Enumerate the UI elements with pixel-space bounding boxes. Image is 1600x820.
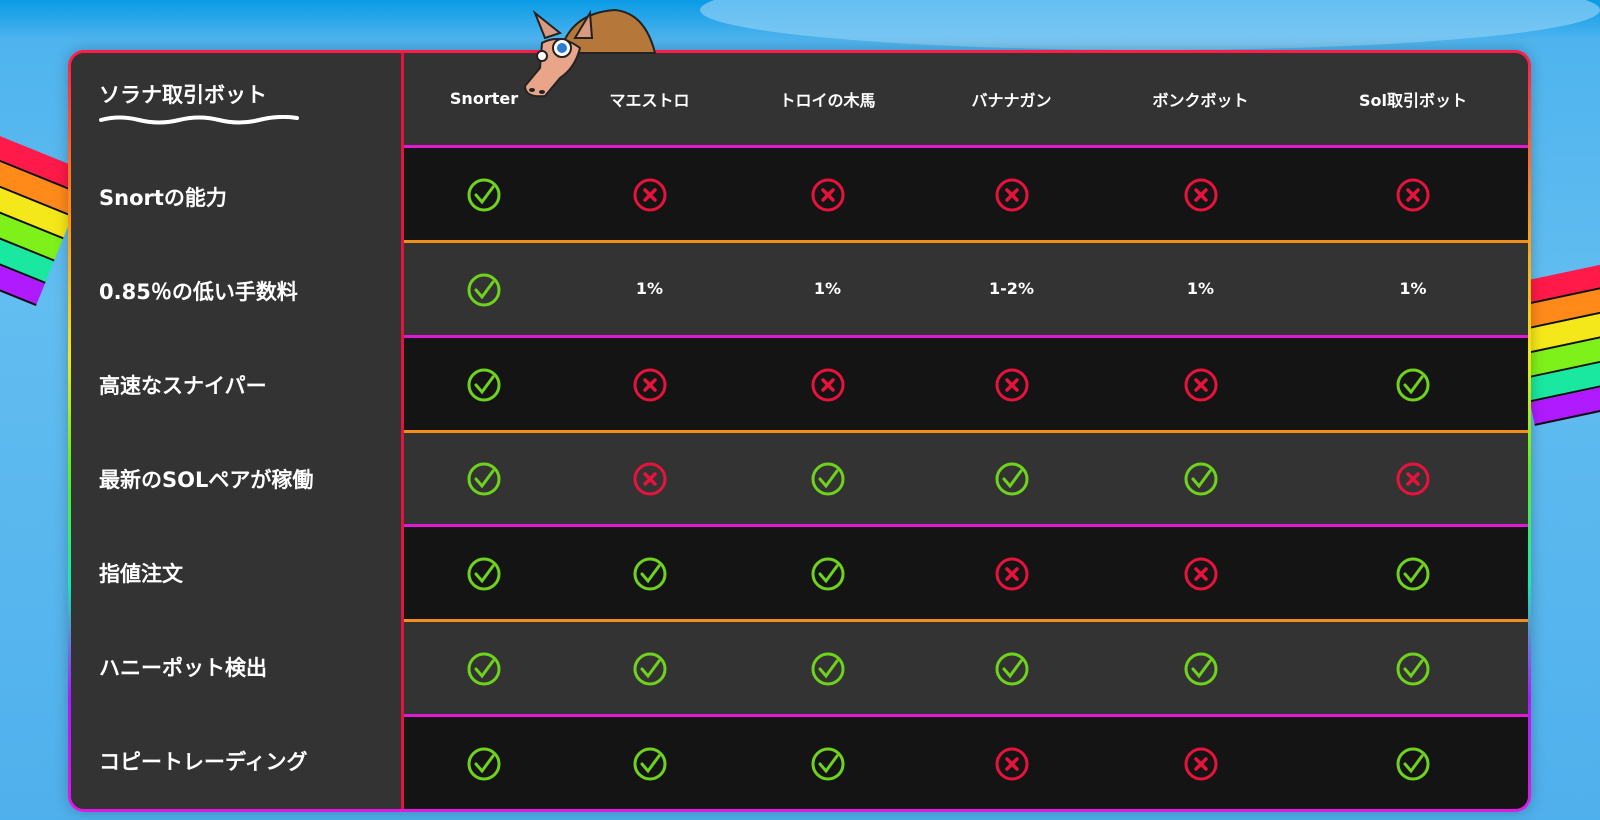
cross-icon [920, 554, 1103, 592]
column-header: トロイの木馬 [779, 90, 876, 110]
fee-value: 1% [1399, 279, 1427, 299]
check-icon [1298, 365, 1528, 403]
table-row [404, 337, 1528, 433]
cloud-decoration [700, 0, 1600, 50]
fee-value: 1-2% [989, 279, 1034, 299]
header-row: Snorter マエストロ トロイの木馬 バナナガン ボンクボット Sol取引ボット [404, 53, 1528, 148]
cross-icon [920, 744, 1103, 782]
squiggle-underline [99, 114, 299, 124]
cross-icon [735, 365, 920, 403]
feature-label: ハニーポット検出 [99, 656, 267, 680]
check-icon [1298, 744, 1528, 782]
column-header: バナナガン [971, 90, 1052, 110]
check-icon [404, 649, 564, 687]
check-icon [404, 270, 564, 308]
cross-icon [920, 175, 1103, 213]
cross-icon [564, 175, 735, 213]
cross-icon [1103, 175, 1298, 213]
column-header: ボンクボット [1152, 90, 1249, 110]
feature-column: ソラナ取引ボット Snortの能力 0.85％の低い手数料 高速なスナイパー最新のS… [71, 53, 404, 809]
check-icon [735, 554, 920, 592]
check-icon [1298, 649, 1528, 687]
cross-icon [1298, 175, 1528, 213]
check-icon [735, 649, 920, 687]
boar-mascot-logo [523, 8, 657, 98]
cross-icon [1103, 554, 1298, 592]
feature-label: 最新のSOLペアが稼働 [99, 468, 314, 492]
check-icon [735, 459, 920, 497]
comparison-table: ソラナ取引ボット Snortの能力 0.85％の低い手数料 高速なスナイパー最新のS… [68, 50, 1531, 812]
table-row [404, 717, 1528, 809]
check-icon [735, 744, 920, 782]
feature-label: コピートレーディング [99, 750, 308, 774]
fee-value: 1% [813, 279, 842, 299]
check-icon [920, 459, 1103, 497]
cross-icon [920, 365, 1103, 403]
cross-icon [735, 175, 920, 213]
feature-label: 0.85％の低い手数料 [99, 280, 298, 304]
column-header: Sol取引ボット [1358, 90, 1467, 110]
cross-icon [564, 365, 735, 403]
check-icon [564, 554, 735, 592]
feature-label: 高速なスナイパー [99, 374, 267, 398]
feature-label: 指値注文 [99, 562, 183, 586]
column-header: マエストロ [609, 90, 690, 110]
table-title: ソラナ取引ボット [99, 82, 267, 107]
check-icon [404, 365, 564, 403]
cross-icon [1103, 365, 1298, 403]
check-icon [404, 744, 564, 782]
cross-icon [1103, 744, 1298, 782]
check-icon [1298, 554, 1528, 592]
bots-columns: Snorter マエストロ トロイの木馬 バナナガン ボンクボット Sol取引ボット 1%… [404, 53, 1528, 809]
fee-value: 1% [1186, 279, 1215, 299]
table-row [404, 527, 1528, 623]
table-row [404, 622, 1528, 718]
check-icon [920, 649, 1103, 687]
check-icon [564, 744, 735, 782]
feature-label: Snortの能力 [99, 186, 227, 210]
cross-icon [1298, 459, 1528, 497]
cross-icon [564, 459, 735, 497]
table-title-cell: ソラナ取引ボット [71, 53, 401, 150]
check-icon [564, 649, 735, 687]
check-icon [1103, 459, 1298, 497]
table-row [404, 432, 1528, 528]
table-row [404, 147, 1528, 243]
column-header: Snorter [449, 89, 519, 109]
check-icon [404, 175, 564, 213]
check-icon [1103, 649, 1298, 687]
check-icon [404, 554, 564, 592]
table-row: 1% 1% 1-2% 1% 1% [404, 242, 1528, 338]
check-icon [404, 459, 564, 497]
fee-value: 1% [635, 279, 664, 299]
